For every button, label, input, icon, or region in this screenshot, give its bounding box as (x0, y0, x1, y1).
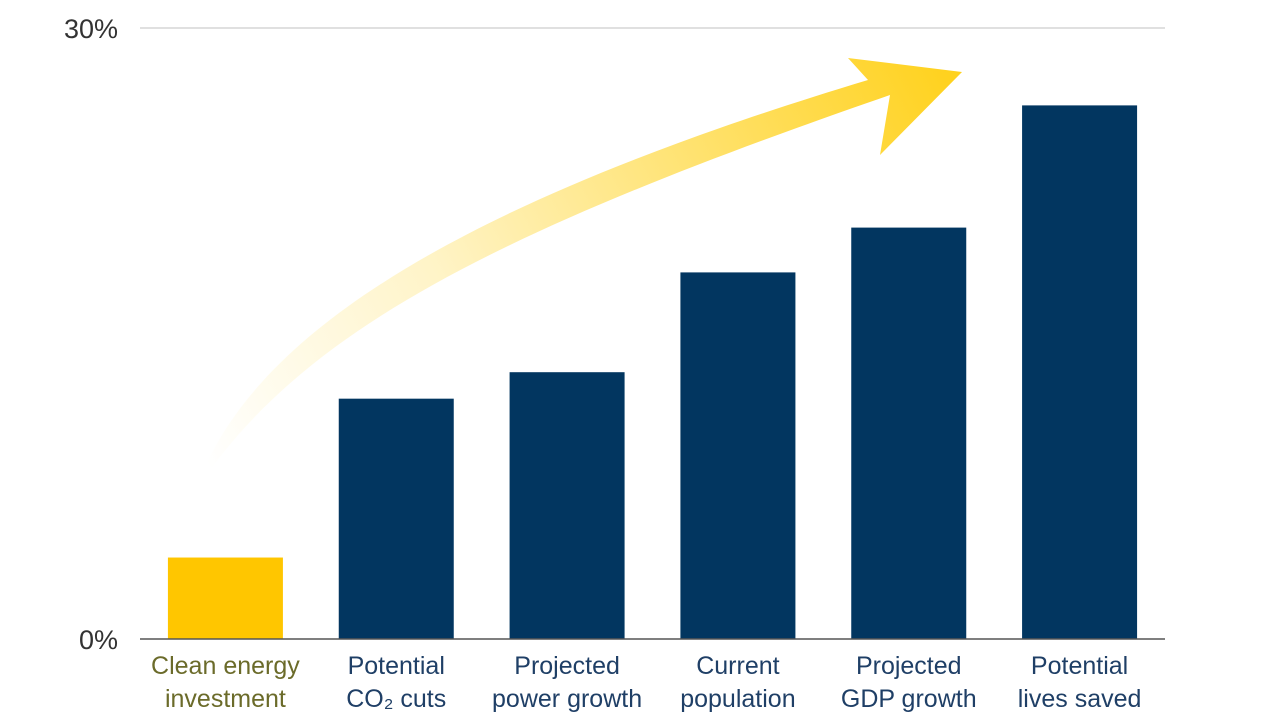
bar (167, 557, 283, 639)
y-tick-label: 30% (64, 14, 118, 44)
x-tick-label: Current population (680, 652, 795, 713)
gridlines: 0% 30% (64, 14, 1165, 655)
bar (509, 372, 625, 639)
bar (680, 272, 796, 639)
bars (167, 105, 1138, 640)
x-tick-label: Projected power growth (492, 652, 642, 713)
bar (1022, 105, 1138, 640)
x-tick-label: Potential lives saved (1018, 652, 1142, 713)
x-tick-label: Potential CO₂ cuts (346, 652, 446, 713)
x-tick-label: Projected GDP growth (841, 652, 977, 713)
category-labels: Clean energy investment Potential CO₂ cuts P… (151, 652, 1141, 713)
bar (851, 227, 967, 640)
x-tick-label: Clean energy investment (151, 652, 300, 713)
y-tick-label: 0% (79, 625, 118, 655)
bar (338, 398, 454, 639)
